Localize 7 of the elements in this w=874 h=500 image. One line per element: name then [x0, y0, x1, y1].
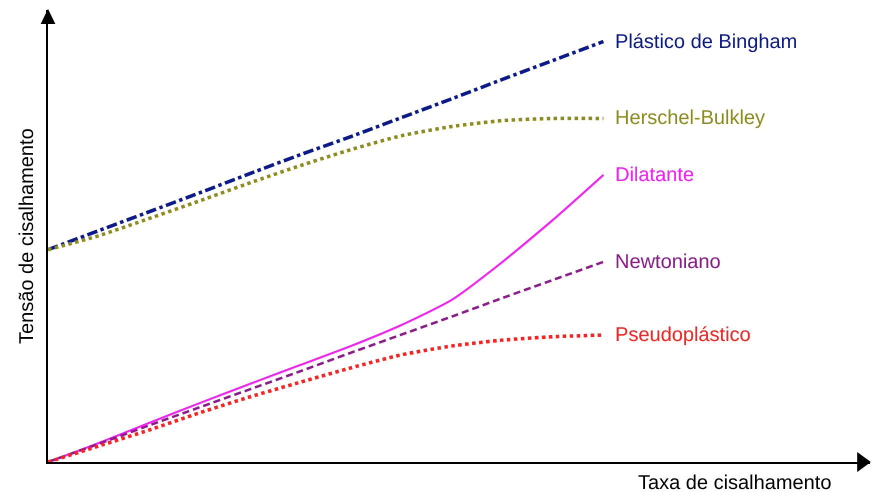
series-label: Pseudoplástico	[615, 324, 751, 346]
series-label: Newtoniano	[615, 251, 721, 273]
series-label: Plástico de Bingham	[615, 31, 798, 53]
series-label: Dilatante	[615, 164, 694, 186]
y-axis-title: Tensão de cisalhamento	[16, 128, 38, 344]
series-label: Herschel-Bulkley	[615, 107, 766, 129]
x-axis-title: Taxa de cisalhamento	[638, 472, 832, 494]
